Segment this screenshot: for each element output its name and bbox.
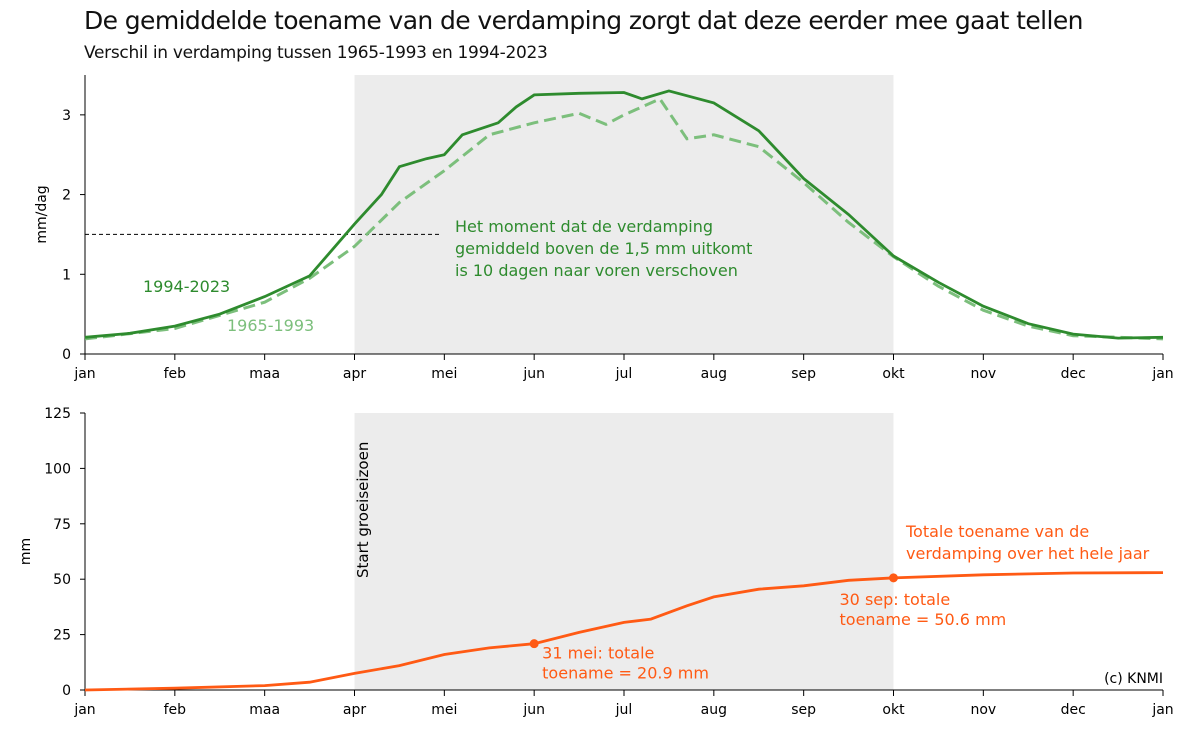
annotation-line: is 10 dagen naar voren verschoven [455, 261, 738, 280]
y-tick-label: 100 [44, 461, 71, 477]
x-tick-label: jan [1151, 702, 1173, 718]
series-line-1965-1993 [84, 97, 1164, 341]
x-tick-label: mei [431, 702, 457, 718]
point-label: toename = 50.6 mm [840, 610, 1007, 629]
point-label: 30 sep: totale [840, 590, 951, 609]
x-tick-label: maa [249, 366, 280, 382]
annotation-line: verdamping over het hele jaar [906, 544, 1150, 563]
y-tick-label: 1 [62, 267, 71, 283]
x-tick-label: feb [164, 702, 187, 718]
annotation-line: Het moment dat de verdamping [455, 217, 713, 236]
x-tick-label: jun [522, 366, 545, 382]
y-tick-label: 2 [62, 188, 71, 204]
x-tick-label: dec [1061, 366, 1086, 382]
y-tick-label: 3 [62, 108, 71, 124]
series-label-1965-1993: 1965-1993 [227, 316, 314, 335]
x-tick-label: maa [249, 702, 280, 718]
y-tick-label: 0 [62, 347, 71, 363]
x-tick-label: apr [343, 366, 366, 382]
y-axis-label: mm [18, 538, 34, 565]
y-tick-label: 50 [53, 572, 71, 588]
x-tick-label: jul [615, 702, 633, 718]
x-tick-label: aug [701, 702, 727, 718]
x-tick-label: jul [615, 366, 633, 382]
series-label-1994-2023: 1994-2023 [143, 277, 230, 296]
x-tick-label: apr [343, 702, 366, 718]
y-tick-label: 25 [53, 628, 71, 644]
point-label: toename = 20.9 mm [542, 664, 709, 683]
y-tick-label: 125 [44, 406, 71, 422]
x-tick-label: sep [791, 366, 816, 382]
y-tick-label: 0 [62, 683, 71, 699]
highlight-point [889, 573, 898, 583]
growing-season-shade [354, 75, 894, 354]
x-tick-label: okt [882, 366, 905, 382]
x-tick-label: nov [970, 702, 996, 718]
cumulative-line [84, 571, 1164, 692]
series-line-1994-2023 [84, 89, 1164, 340]
chart-subtitle: Verschil in verdamping tussen 1965-1993 … [84, 43, 548, 63]
start-growing-season-label: Start groeiseizoen [354, 442, 372, 578]
point-label: 31 mei: totale [542, 644, 654, 663]
growing-season-shade [354, 413, 894, 690]
annotation-line: Totale toename van de [905, 522, 1089, 541]
x-tick-label: dec [1061, 702, 1086, 718]
x-tick-label: jan [73, 702, 95, 718]
x-tick-label: jan [73, 366, 95, 382]
x-tick-label: jan [1151, 366, 1173, 382]
annotation-line: gemiddeld boven de 1,5 mm uitkomt [455, 239, 752, 258]
x-tick-label: okt [882, 702, 905, 718]
x-tick-label: aug [701, 366, 727, 382]
y-tick-label: 75 [53, 517, 71, 533]
chart-title: De gemiddelde toename van de verdamping … [84, 6, 1083, 35]
x-tick-label: jun [522, 702, 545, 718]
x-tick-label: sep [791, 702, 816, 718]
x-tick-label: mei [431, 366, 457, 382]
x-tick-label: feb [164, 366, 187, 382]
highlight-point [529, 639, 539, 649]
credit: (c) KNMI [1104, 671, 1163, 687]
y-axis-label: mm/dag [34, 185, 50, 243]
x-tick-label: nov [970, 366, 996, 382]
